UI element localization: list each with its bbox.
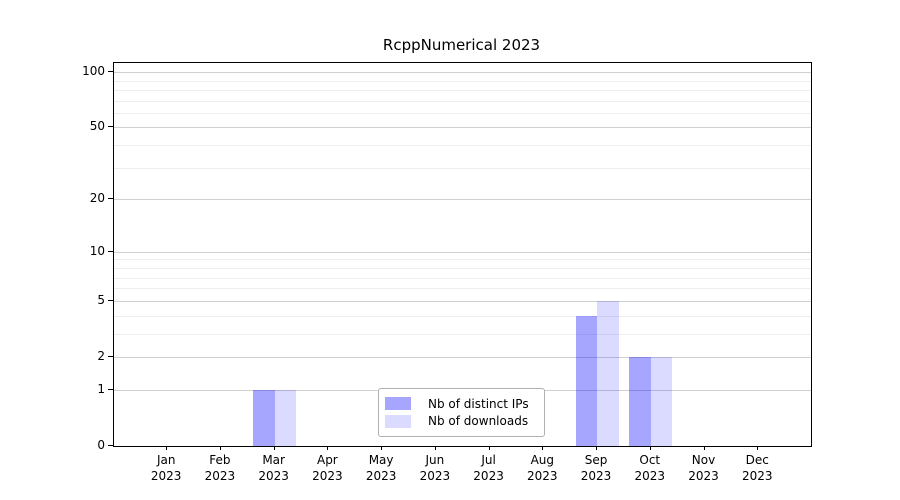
legend-item-distinct-ips: Nb of distinct IPs — [385, 397, 536, 411]
x-tick-label: Oct 2023 — [634, 453, 666, 483]
legend-label-distinct-ips: Nb of distinct IPs — [428, 396, 529, 411]
y-tick-mark — [108, 250, 113, 252]
gridline-minor — [114, 267, 811, 269]
gridline-major — [114, 199, 811, 201]
y-tick-label: 10 — [89, 243, 105, 258]
y-tick-mark — [108, 71, 113, 73]
x-tick-label: Nov 2023 — [688, 453, 719, 483]
gridline-minor — [114, 259, 811, 261]
x-tick-mark — [434, 446, 436, 450]
x-tick-label: Apr 2023 — [312, 453, 343, 483]
bar-distinct-ips — [575, 315, 598, 446]
x-tick-label: May 2023 — [365, 453, 397, 483]
x-tick-label: Jan 2023 — [150, 453, 182, 483]
x-tick-mark — [219, 446, 221, 450]
gridline-major — [114, 251, 811, 253]
gridline-minor — [114, 277, 811, 279]
gridline-minor — [114, 288, 811, 290]
x-tick-mark — [703, 446, 705, 450]
gridline-minor — [114, 89, 811, 91]
gridline-minor — [114, 315, 811, 317]
legend-item-downloads: Nb of downloads — [385, 414, 536, 428]
x-tick-mark — [166, 446, 168, 450]
bar-downloads — [274, 389, 297, 446]
legend-label-downloads: Nb of downloads — [428, 414, 529, 429]
y-tick-label: 2 — [97, 348, 105, 363]
x-tick-mark — [757, 446, 759, 450]
y-tick-label: 20 — [89, 191, 105, 206]
gridline-minor — [114, 333, 811, 335]
y-tick-label: 0 — [97, 438, 105, 452]
x-tick-label: Sep 2023 — [580, 453, 612, 483]
gridline-major — [114, 300, 811, 302]
gridline-minor — [114, 80, 811, 82]
y-tick-mark — [108, 445, 113, 446]
x-tick-mark — [488, 446, 490, 450]
x-tick-label: Mar 2023 — [258, 453, 289, 483]
gridline-minor — [114, 100, 811, 102]
x-tick-mark — [596, 446, 598, 450]
x-tick-mark — [381, 446, 383, 450]
bar-distinct-ips — [253, 389, 275, 446]
y-tick-label: 50 — [89, 119, 105, 134]
legend-swatch-downloads — [385, 414, 411, 428]
y-tick-label: 100 — [82, 64, 105, 79]
x-tick-mark — [542, 446, 544, 450]
y-tick-mark — [108, 355, 113, 357]
y-tick-mark — [108, 126, 113, 128]
legend-swatch-distinct-ips — [385, 397, 411, 411]
y-tick-label: 1 — [97, 381, 105, 396]
bar-downloads — [597, 300, 619, 446]
bar-distinct-ips — [629, 356, 651, 446]
x-tick-label: Jul 2023 — [473, 453, 504, 483]
gridline-major — [114, 356, 811, 358]
chart-title: RcppNumerical 2023 — [382, 36, 541, 54]
y-tick-label: 5 — [97, 292, 105, 307]
x-tick-label: Dec 2023 — [741, 453, 773, 483]
x-tick-label: Feb 2023 — [204, 453, 236, 483]
x-tick-label: Aug 2023 — [527, 453, 558, 483]
gridline-minor — [114, 112, 811, 114]
x-tick-label: Jun 2023 — [419, 453, 451, 483]
y-tick-mark — [108, 299, 113, 301]
y-tick-mark — [108, 388, 113, 390]
gridline-major — [114, 72, 811, 74]
x-tick-mark — [327, 446, 329, 450]
x-tick-mark — [649, 446, 651, 450]
bar-downloads — [650, 356, 673, 446]
y-tick-mark — [108, 198, 113, 200]
gridline-minor — [114, 167, 811, 169]
plot-area — [113, 62, 812, 447]
gridline-major — [114, 127, 811, 129]
gridline-minor — [114, 145, 811, 147]
legend: Nb of distinct IPs Nb of downloads — [378, 388, 545, 437]
x-tick-mark — [273, 446, 275, 450]
